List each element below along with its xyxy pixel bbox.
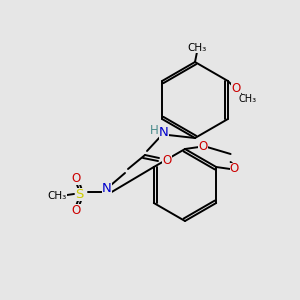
Text: O: O <box>71 203 81 217</box>
Text: O: O <box>230 163 239 176</box>
Text: O: O <box>162 154 172 167</box>
Text: N: N <box>159 127 169 140</box>
Text: CH₃: CH₃ <box>47 191 67 201</box>
Text: H: H <box>150 124 158 136</box>
Text: CH₃: CH₃ <box>239 94 257 104</box>
Text: O: O <box>231 82 241 95</box>
Text: O: O <box>71 172 81 184</box>
Text: CH₃: CH₃ <box>188 43 207 53</box>
Text: S: S <box>75 188 83 200</box>
Text: O: O <box>198 140 208 154</box>
Text: N: N <box>102 182 112 196</box>
